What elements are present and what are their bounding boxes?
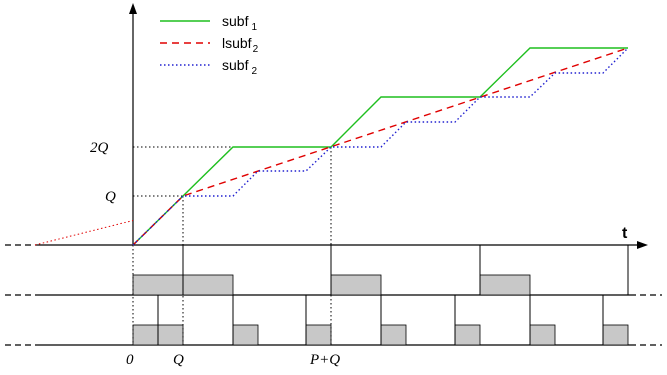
- legend-label-subf2: subf 2: [222, 57, 257, 77]
- t2-block-1: [132, 324, 159, 346]
- t2-block-6: [454, 324, 481, 346]
- t2-block-2: [157, 324, 184, 346]
- timeline-2-blocks: [132, 324, 629, 346]
- guide-lines: [132, 146, 332, 345]
- t2-block-5: [380, 324, 407, 346]
- x-tick-q: Q: [173, 352, 184, 368]
- curve-lsubf2: [132, 47, 629, 246]
- t2-block-7: [529, 324, 556, 346]
- x-tick-pq: P+Q: [309, 352, 340, 368]
- legend-label-lsubf2: lsubf2: [222, 35, 259, 55]
- t1-block-4: [479, 274, 531, 296]
- t-axis-label: t: [622, 225, 628, 242]
- legend-label-subf1: subf 1: [222, 13, 257, 33]
- t2-block-8: [602, 324, 629, 346]
- timeline-2-ticks: [157, 295, 604, 345]
- t2-block-4: [305, 324, 332, 346]
- t1-block-2: [182, 274, 234, 296]
- curve-subf1: [132, 47, 628, 246]
- lsubf2-extension: [34, 220, 134, 246]
- t1-block-1: [132, 274, 184, 296]
- x-axis-arrow: [637, 241, 648, 249]
- timeline-1-ticks: [182, 245, 629, 295]
- t2-block-3: [232, 324, 259, 346]
- t1-block-3: [330, 274, 382, 296]
- y-axis-arrow: [129, 3, 137, 14]
- y-tick-q: Q: [105, 189, 116, 205]
- y-tick-2q: 2Q: [90, 140, 109, 156]
- x-tick-0: 0: [126, 352, 134, 368]
- curve-subf2: [132, 47, 629, 246]
- legend: subf 1 lsubf2 subf 2: [160, 13, 259, 77]
